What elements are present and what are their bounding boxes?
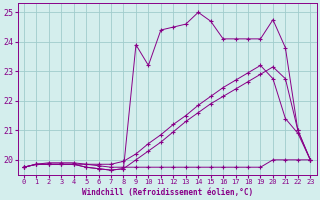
X-axis label: Windchill (Refroidissement éolien,°C): Windchill (Refroidissement éolien,°C) <box>82 188 253 197</box>
